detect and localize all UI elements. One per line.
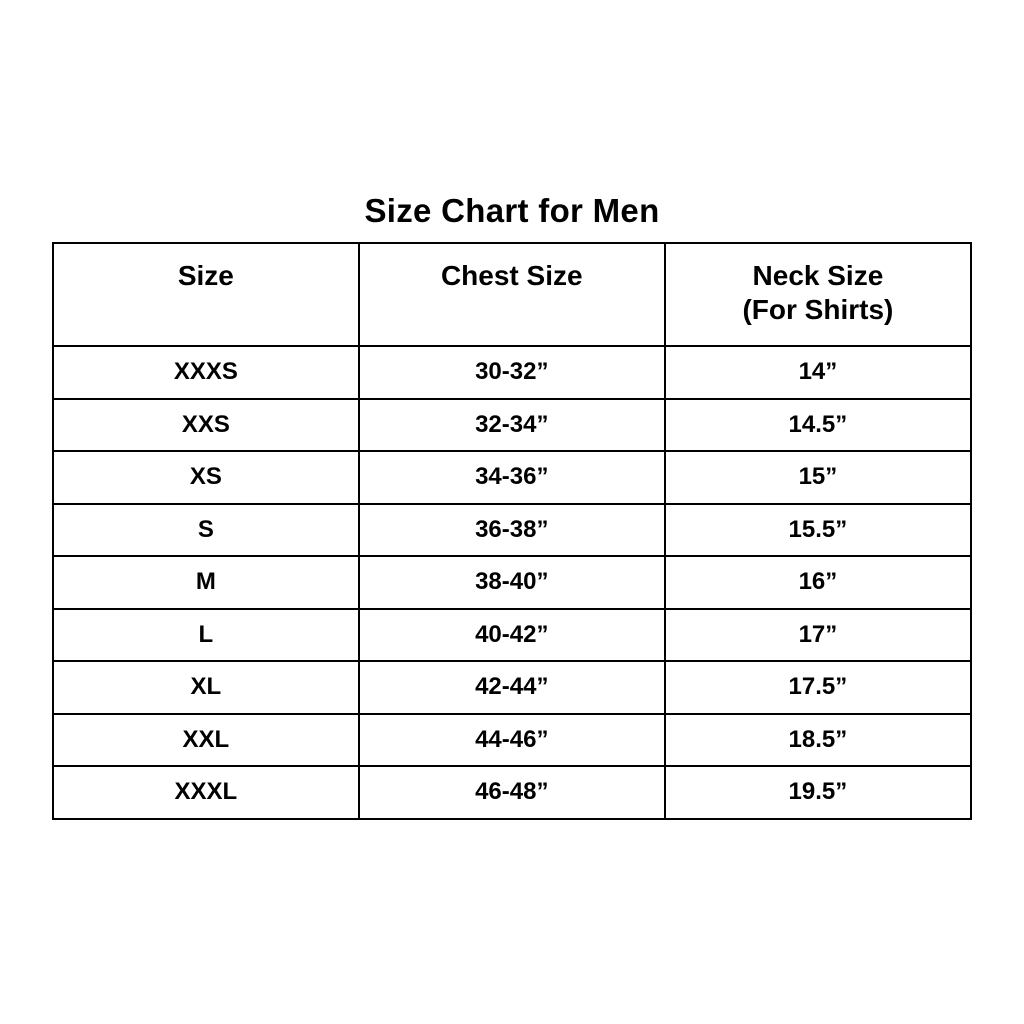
header-row: Size Chest Size Neck Size (For Shirts) bbox=[52, 242, 973, 347]
table-row: XL 42-44” 17.5” bbox=[52, 660, 973, 715]
cell-size: L bbox=[52, 607, 360, 662]
cell-size: XXL bbox=[52, 712, 360, 767]
cell-chest: 46-48” bbox=[357, 765, 666, 820]
cell-neck: 14.5” bbox=[663, 397, 973, 452]
cell-size: XXS bbox=[52, 397, 360, 452]
table-body: XXXS 30-32” 14” XXS 32-34” 14.5” XS 34-3… bbox=[52, 345, 973, 820]
cell-chest: 34-36” bbox=[357, 450, 666, 505]
cell-neck: 16” bbox=[663, 555, 973, 610]
cell-neck: 14” bbox=[663, 345, 973, 400]
cell-chest: 42-44” bbox=[357, 660, 666, 715]
cell-neck: 19.5” bbox=[663, 765, 973, 820]
cell-neck: 17” bbox=[663, 607, 973, 662]
cell-size: S bbox=[52, 502, 360, 557]
cell-neck: 17.5” bbox=[663, 660, 973, 715]
column-header-neck-size-sublabel: (For Shirts) bbox=[742, 294, 894, 325]
column-header-neck-size: Neck Size (For Shirts) bbox=[663, 242, 973, 347]
page-title: Size Chart for Men bbox=[364, 192, 660, 230]
cell-chest: 40-42” bbox=[357, 607, 666, 662]
cell-chest: 44-46” bbox=[357, 712, 666, 767]
cell-neck: 18.5” bbox=[663, 712, 973, 767]
cell-size: M bbox=[52, 555, 360, 610]
cell-size: XS bbox=[52, 450, 360, 505]
table-header: Size Chest Size Neck Size (For Shirts) bbox=[52, 242, 973, 347]
cell-size: XL bbox=[52, 660, 360, 715]
column-header-size-label: Size bbox=[177, 260, 234, 291]
table-row: XXS 32-34” 14.5” bbox=[52, 397, 973, 452]
table-row: L 40-42” 17” bbox=[52, 607, 973, 662]
cell-size: XXXL bbox=[52, 765, 360, 820]
table-row: M 38-40” 16” bbox=[52, 555, 973, 610]
table-row: XXXS 30-32” 14” bbox=[52, 345, 973, 400]
table-row: XXXL 46-48” 19.5” bbox=[52, 765, 973, 820]
size-chart-table: Size Chest Size Neck Size (For Shirts) X… bbox=[52, 242, 973, 820]
cell-neck: 15” bbox=[663, 450, 973, 505]
cell-chest: 36-38” bbox=[357, 502, 666, 557]
column-header-size: Size bbox=[52, 242, 360, 347]
table-row: S 36-38” 15.5” bbox=[52, 502, 973, 557]
cell-size: XXXS bbox=[52, 345, 360, 400]
column-header-chest-size: Chest Size bbox=[357, 242, 666, 347]
column-header-neck-size-label: Neck Size bbox=[752, 260, 884, 291]
cell-chest: 38-40” bbox=[357, 555, 666, 610]
cell-neck: 15.5” bbox=[663, 502, 973, 557]
table-row: XS 34-36” 15” bbox=[52, 450, 973, 505]
cell-chest: 32-34” bbox=[357, 397, 666, 452]
cell-chest: 30-32” bbox=[357, 345, 666, 400]
table-row: XXL 44-46” 18.5” bbox=[52, 712, 973, 767]
column-header-chest-size-label: Chest Size bbox=[440, 260, 583, 291]
